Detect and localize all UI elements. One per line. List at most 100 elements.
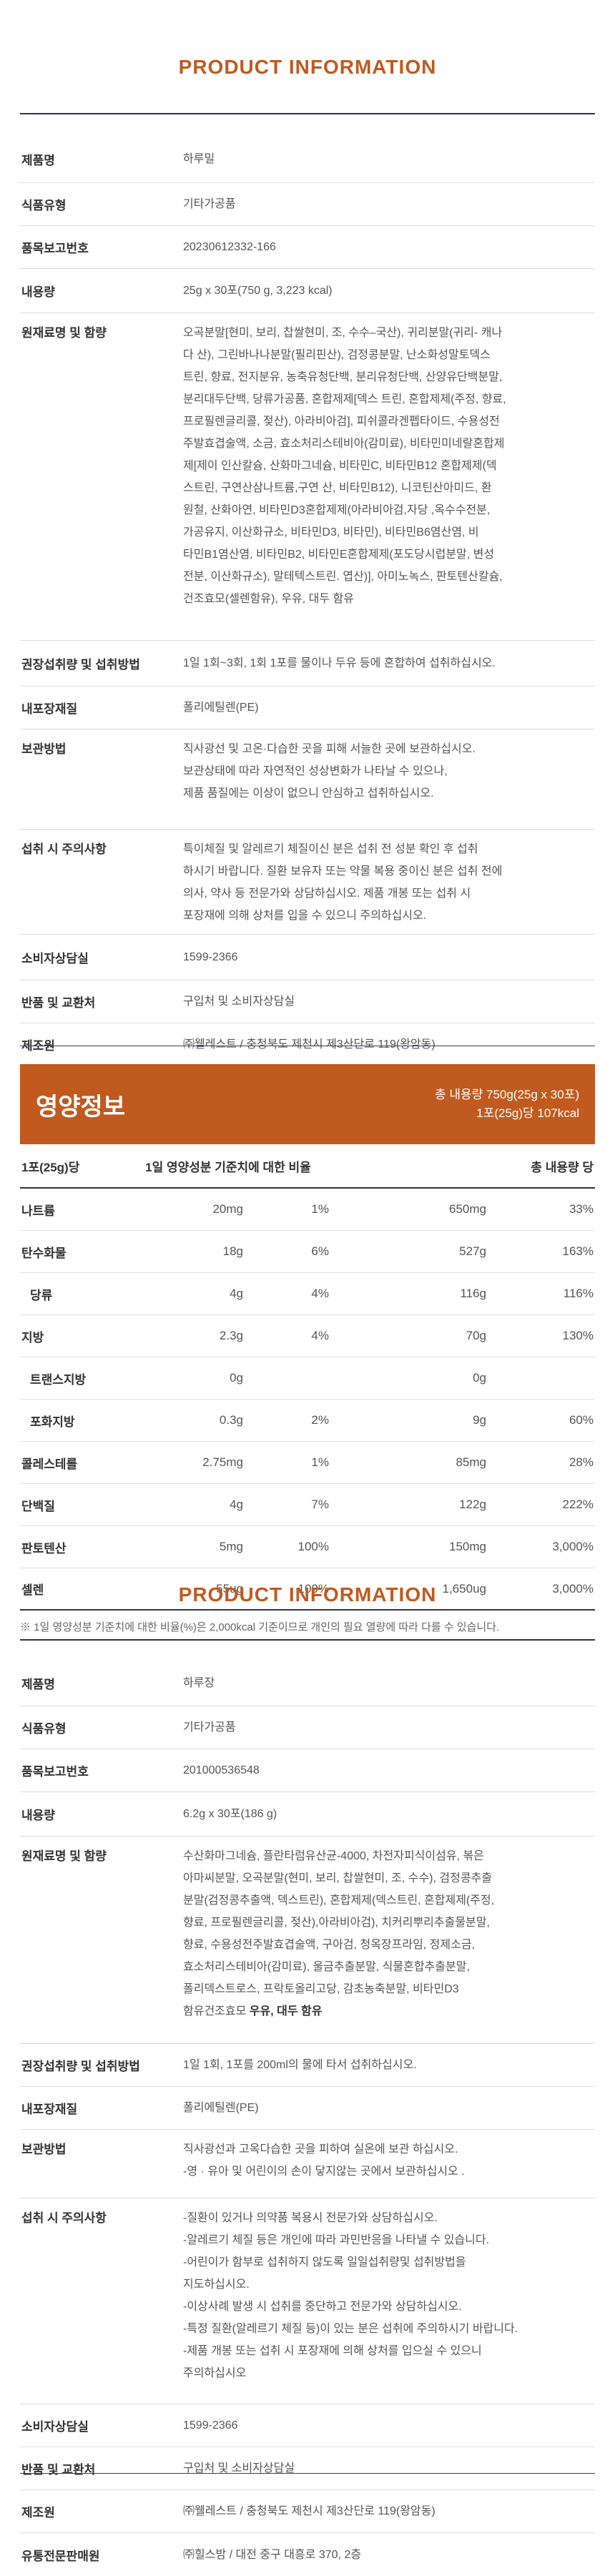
info-value-line: 기타가공품 xyxy=(183,1721,236,1734)
daily-percent: 4% xyxy=(311,1329,329,1342)
info-label: 식품유형 xyxy=(21,1722,67,1736)
info-value-line: 주발효겹술액, 소금, 효소처리스테비아(감미료), 비타민미네랄혼합제 xyxy=(183,438,505,450)
nutrition-row: 탄수화물 18g 6% 527g 163% xyxy=(20,1231,595,1273)
info-value-line: ㈜웰레스트 / 충청북도 제천시 제3산단로 119(왕암동) xyxy=(183,1038,436,1051)
info-row: 품목보고번호 201000536548 xyxy=(20,1749,595,1792)
serving-amount: 5mg xyxy=(219,1540,243,1553)
total-amount: 527g xyxy=(459,1244,486,1258)
serving-amount: 2.3g xyxy=(219,1329,243,1342)
info-label: 섭취 시 주의사항 xyxy=(21,842,107,856)
info-label: 권장섭취량 및 섭취방법 xyxy=(21,658,140,672)
nutrition-row: 포화지방 0.3g 2% 9g 60% xyxy=(20,1400,595,1442)
info-value: 1일 1회, 1포를 200ml의 물에 타서 섭취하십시오. xyxy=(183,2054,595,2076)
product2-header: PRODUCT INFORMATION xyxy=(0,1583,615,1606)
serving-amount: 4g xyxy=(230,1287,243,1300)
info-value: 직사광선 및 고온·다습한 곳을 피해 서늘한 곳에 보관하십시오. 보관상태에 … xyxy=(183,738,595,805)
info-row: 섭취 시 주의사항 -질환이 있거나 의약품 복용시 전문가와 상담하십시오. -알… xyxy=(20,2198,595,2404)
total-amount: 70g xyxy=(466,1329,486,1342)
info-row: 보관방법 직사광선 및 고온·다습한 곳을 피해 서늘한 곳에 보관하십시오. 보관… xyxy=(20,729,595,830)
info-row: 보관방법 직사광선과 고옥다습한 곳을 피하여 실온에 보관 하십시오. -영 · … xyxy=(20,2130,595,2198)
info-value-line: 특이체질 및 알레르기 체질이신 분은 섭취 전 성분 확인 후 섭취 xyxy=(183,843,478,855)
nutrition-section: 영양정보 총 내용량 750g(25g x 30포) 1포(25g)당 107k… xyxy=(0,1064,615,1634)
info-value-line: -제품 개봉 또는 섭취 시 포장재에 의해 상처를 입으실 수 있으니 xyxy=(183,2345,482,2357)
info-value-line: 함유건조효모 우유, 대두 함유 xyxy=(183,2005,323,2017)
info-label: 소비자상담실 xyxy=(21,2420,89,2434)
info-value-line: -영 · 유아 및 어린이의 손이 닿지않는 곳에서 보관하십시오 . xyxy=(183,2165,465,2178)
serving-amount: 55ug xyxy=(216,1581,243,1596)
total-amount: 85mg xyxy=(456,1455,486,1469)
info-value-line: -이상사례 발생 시 섭취를 중단하고 전문가와 상담하십시오. xyxy=(183,2301,462,2313)
info-row: 제조원 ㈜웰레스트 / 충청북도 제천시 제3산단로 119(왕암동) xyxy=(20,1023,595,1066)
info-value-line: 하시기 바랍니다. 질환 보유자 또는 약물 복용 중이신 분은 섭취 전에 xyxy=(183,865,503,877)
info-value-line: 오곡분말[현미, 보리, 찹쌀현미, 조, 수수–국산), 귀리분말(귀리- 캐… xyxy=(183,327,503,339)
serving-amount: 20mg xyxy=(212,1202,243,1216)
info-value-line: 6.2g x 30포(186 g) xyxy=(183,1808,277,1820)
nutrition-table-header: 1포(25g)당 1일 영양성분 기준치에 대한 비율 총 내용량 당 xyxy=(20,1144,595,1189)
nutrient-name: 당류 xyxy=(30,1288,53,1302)
info-value: 1599-2366 xyxy=(183,2414,595,2437)
nutrition-row: 콜레스테롤 2.75mg 1% 85mg 28% xyxy=(20,1442,595,1484)
product2-title: PRODUCT INFORMATION xyxy=(178,1583,437,1606)
info-value-line: 201000536548 xyxy=(183,1764,260,1776)
product1-top-rule xyxy=(0,113,615,114)
info-row: 내포장재질 폴리에틸렌(PE) xyxy=(20,687,595,729)
info-value: 하루장 xyxy=(183,1672,595,1694)
info-row: 원재료명 및 함량 수산화마그네슘, 플란타럼유산균-4000, 차전자피식이섬유… xyxy=(20,1837,595,2044)
info-value: 수산화마그네슘, 플란타럼유산균-4000, 차전자피식이섬유, 볶은 아마씨분말… xyxy=(183,1845,595,2022)
info-label: 내용량 xyxy=(21,285,55,299)
info-label: 제품명 xyxy=(21,1678,55,1691)
info-value: ㈜힐스밤 / 대전 중구 대흥로 370, 2층 xyxy=(183,2544,595,2566)
daily-percent: 1% xyxy=(311,1202,329,1216)
info-value-line: 제[제이 인산칼슘, 산화마그네슘, 비타민C, 비타민B12 혼합제제(덱 xyxy=(183,460,497,472)
info-label: 반품 및 교환처 xyxy=(21,2463,96,2477)
nutrient-name: 트랜스지방 xyxy=(30,1372,87,1387)
info-value-line: 포장재에 의해 상처를 입을 수 있으니 주의하십시오. xyxy=(183,910,427,922)
product1-info-table: 제품명 하루밀 식품유형 기타가공품 품목보고번호 20230612332-166 내용량 2… xyxy=(0,136,615,1109)
total-amount: 650mg xyxy=(449,1202,486,1216)
header-total: 총 내용량 당 xyxy=(531,1160,594,1174)
info-value-line: 직사광선 및 고온·다습한 곳을 피해 서늘한 곳에 보관하십시오. xyxy=(183,743,476,755)
info-value-line: -어린이가 함부로 섭취하지 않도록 일일섭취량및 섭취방법을 xyxy=(183,2256,466,2268)
total-percent: 116% xyxy=(563,1287,594,1300)
info-value-line: 전분, 이산화규소), 말테텍스트린. 엽산)], 아미노녹스, 판토텐산칼슘, xyxy=(183,571,503,583)
info-label: 권장섭취량 및 섭취방법 xyxy=(21,2060,140,2073)
nutrition-row: 당류 4g 4% 116g 116% xyxy=(20,1273,595,1315)
info-label: 식품유형 xyxy=(21,199,67,212)
info-value: 폴리에틸렌(PE) xyxy=(183,697,595,719)
info-row: 품목보고번호 20230612332-166 xyxy=(20,226,595,269)
info-value: 구입처 및 소비자상담실 xyxy=(183,2457,595,2479)
nutrition-title: 영양정보 xyxy=(36,1093,126,1121)
product1-header: PRODUCT INFORMATION xyxy=(0,56,615,79)
info-value-line: 직사광선과 고옥다습한 곳을 피하여 실온에 보관 하십시오. xyxy=(183,2143,458,2155)
total-amount: 1,650ug xyxy=(442,1581,486,1596)
nutrition-table: 1포(25g)당 1일 영양성분 기준치에 대한 비율 총 내용량 당 나트륨 2… xyxy=(20,1144,595,1611)
info-label: 원재료명 및 함량 xyxy=(21,1849,107,1863)
info-label: 내포장재질 xyxy=(21,2103,78,2116)
nutrient-name: 콜레스테롤 xyxy=(21,1457,78,1471)
info-value: 오곡분말[현미, 보리, 찹쌀현미, 조, 수수–국산), 귀리분말(귀리- 캐… xyxy=(183,322,595,610)
info-value: 201000536548 xyxy=(183,1759,595,1781)
info-label: 내포장재질 xyxy=(21,702,78,716)
serving-amount: 0.3g xyxy=(219,1413,243,1427)
nutrition-per-serving-kcal: 1포(25g)당 107kcal xyxy=(476,1106,579,1120)
nutrition-row: 단백질 4g 7% 122g 222% xyxy=(20,1484,595,1526)
info-value: 20230612332-166 xyxy=(183,236,595,258)
info-value-line: 1일 1회, 1포를 200ml의 물에 타서 섭취하십시오. xyxy=(183,2059,417,2071)
info-value-line: -알레르기 체질 등은 개인에 따라 과민반응을 나타낼 수 있습니다. xyxy=(183,2234,490,2246)
daily-percent: 7% xyxy=(311,1498,329,1511)
info-label: 제품명 xyxy=(21,154,55,167)
info-value-line: 제품 품질에는 이상이 없으니 안심하고 섭취하십시오. xyxy=(183,787,434,800)
total-amount: 122g xyxy=(459,1498,486,1511)
info-value-line: 스트린, 구연산삼나트륨,구연 산, 비타민B12), 니코틴산아미드, 환 xyxy=(183,482,492,494)
info-value: 25g x 30포(750 g, 3,223 kcal) xyxy=(183,280,595,302)
total-percent: 33% xyxy=(569,1202,594,1216)
nutrient-name: 포화지방 xyxy=(30,1415,75,1429)
daily-percent: 4% xyxy=(311,1287,329,1300)
info-value: ㈜웰레스트 / 충청북도 제천시 제3산단로 119(왕암동) xyxy=(183,2500,595,2522)
nutrient-name: 탄수화물 xyxy=(21,1246,67,1260)
info-value-line: -특정 질환(알레르기 체질 등)이 있는 분은 섭취에 주의하시기 바랍니다. xyxy=(183,2323,518,2335)
info-row: 내포장재질 폴리에틸렌(PE) xyxy=(20,2087,595,2130)
info-row: 식품유형 기타가공품 xyxy=(20,1706,595,1749)
serving-amount: 0g xyxy=(230,1371,243,1385)
